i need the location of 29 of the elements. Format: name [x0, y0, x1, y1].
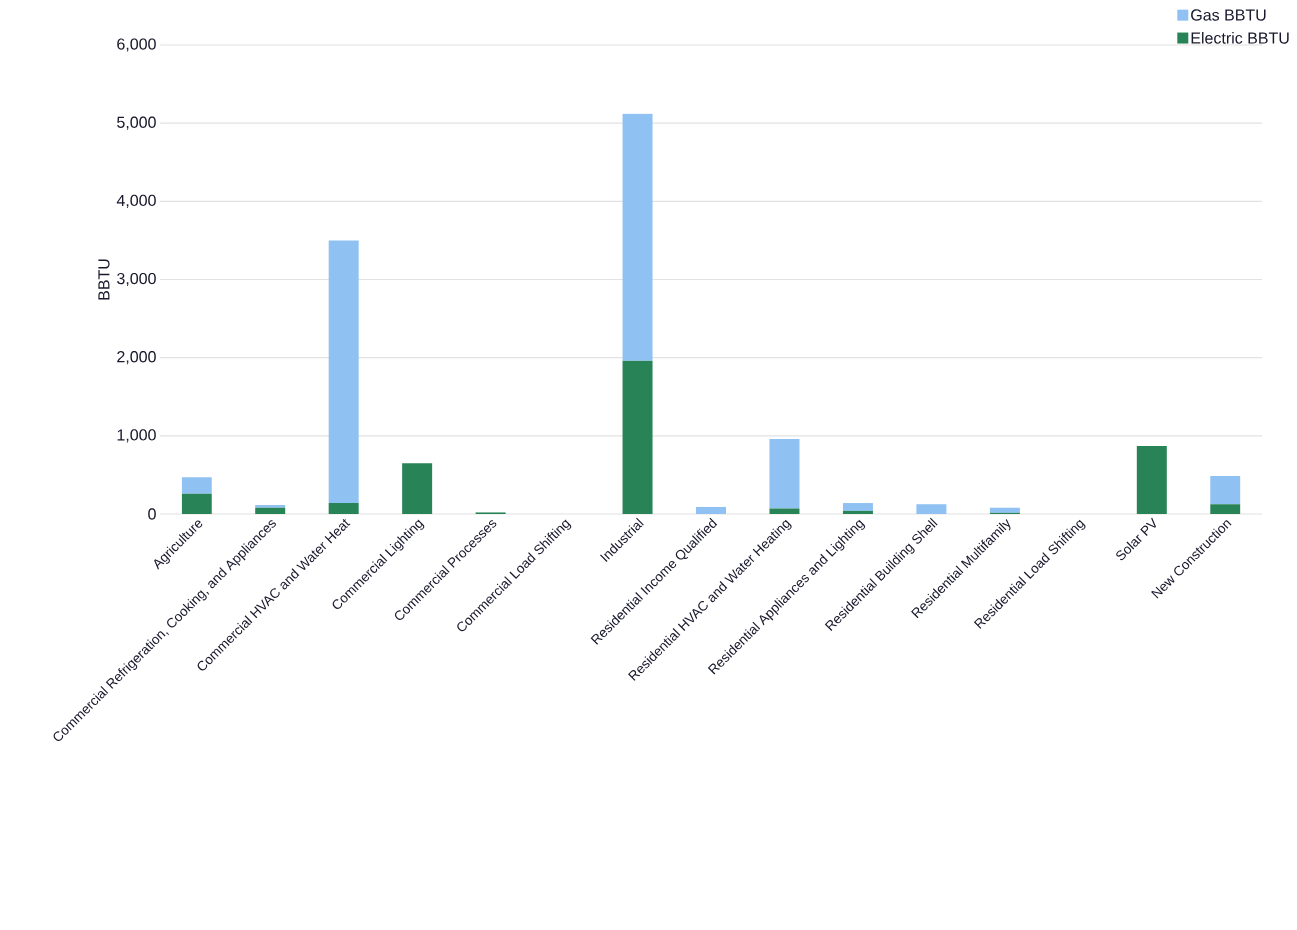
bar	[328, 503, 359, 514]
bar	[1210, 476, 1241, 505]
bar	[402, 463, 433, 514]
bar	[842, 510, 873, 514]
y-tick-label: 4,000	[116, 194, 156, 208]
y-axis-title: BBTU	[98, 259, 110, 300]
legend-label: Electric BBTU	[1191, 32, 1289, 44]
y-tick-label: 5,000	[117, 116, 156, 130]
bar	[328, 240, 359, 504]
bar	[622, 113, 653, 361]
y-tick-label: 3,000	[117, 272, 156, 287]
bar	[989, 507, 1020, 513]
y-tick-label: 1,000	[117, 429, 156, 443]
y-tick-label: 6,000	[117, 38, 156, 52]
bar	[769, 438, 800, 509]
bar	[255, 505, 286, 508]
bar	[1210, 504, 1241, 514]
bar	[1136, 445, 1167, 514]
bar	[181, 477, 212, 494]
bar	[696, 506, 727, 514]
bar	[255, 507, 286, 514]
bar	[181, 493, 212, 514]
legend-label: Gas BBTU	[1191, 9, 1266, 21]
bar	[842, 503, 873, 511]
bar	[916, 504, 947, 514]
bar	[622, 360, 653, 514]
y-tick-label: 2,000	[117, 351, 156, 365]
bar	[769, 508, 800, 514]
y-tick-label: 0	[148, 508, 156, 520]
